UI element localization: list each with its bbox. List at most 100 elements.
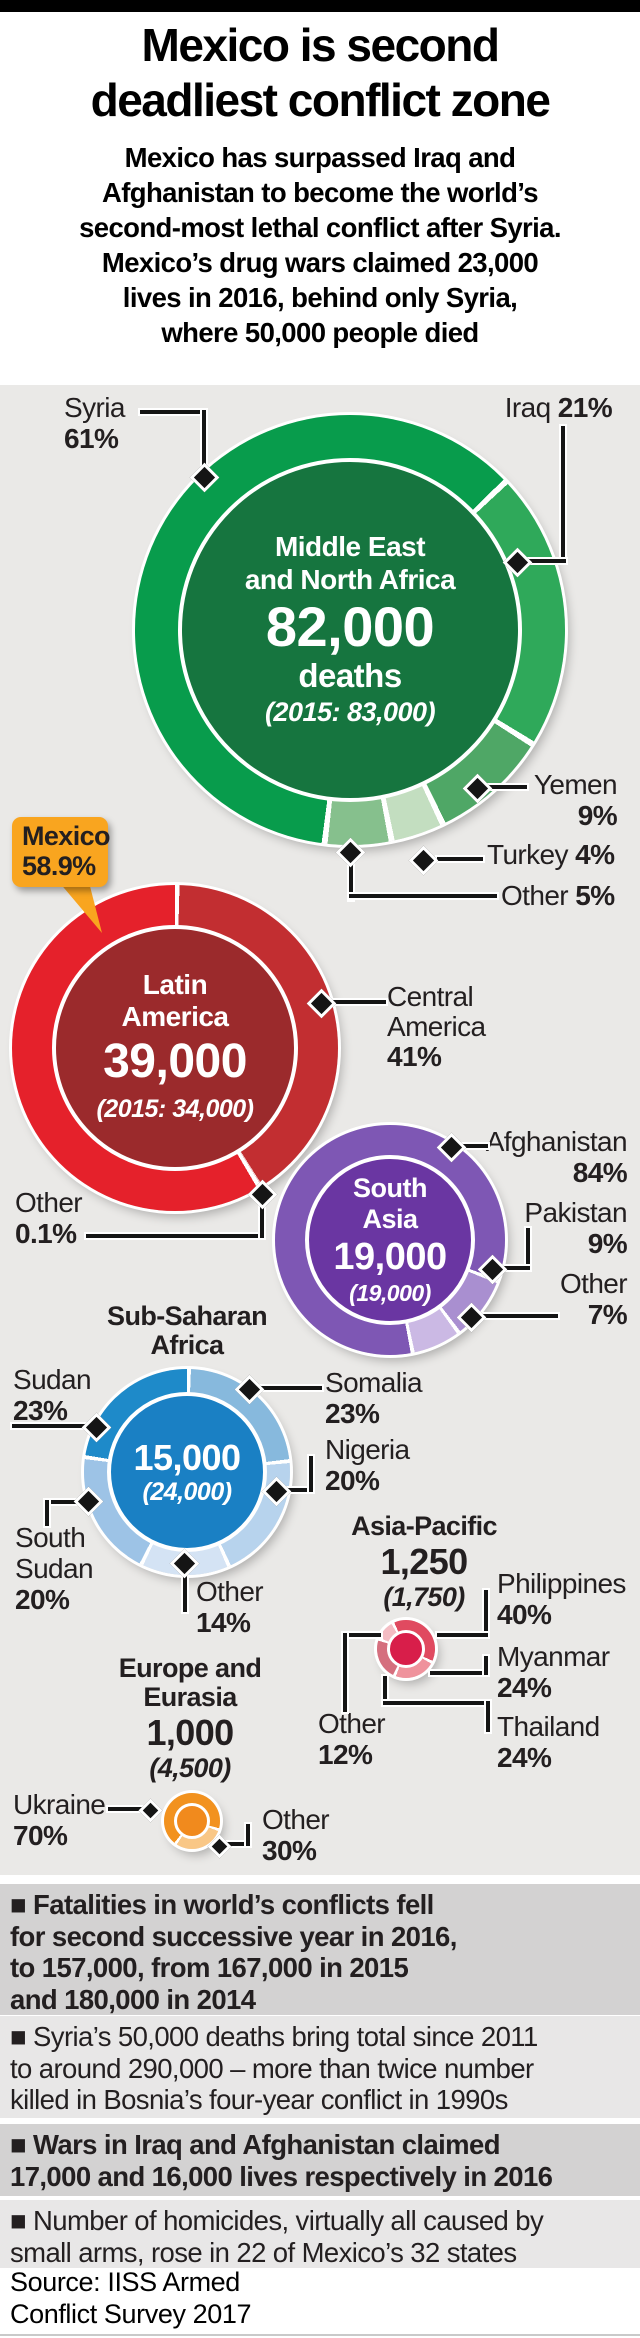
sub-saharan-africa-donut-chart: 15,000 (24,000): [84, 1369, 290, 1575]
label-pakistan: Pakistan 9%: [524, 1197, 627, 1259]
sudan-pct: 23%: [13, 1395, 68, 1426]
europe-death-total: 1,000: [146, 1712, 234, 1753]
footnote-band-4: ■ Number of homicides, virtually all cau…: [0, 2200, 640, 2268]
footnote-line: to around 290,000 – more than twice numb…: [10, 2052, 534, 2084]
europe-donut-center: [174, 1803, 210, 1839]
ssa-title-line: Sub-Saharan: [107, 1301, 268, 1331]
label-mena-other: Other 5%: [501, 880, 615, 911]
connector-line: [487, 785, 527, 789]
label-ssa-other: Other 14%: [196, 1576, 264, 1638]
afghanistan-name: Afghanistan: [485, 1126, 628, 1157]
sudan-name: Sudan: [13, 1364, 92, 1395]
latam-prev-year-total: (2015: 34,000): [96, 1095, 254, 1123]
connector-line: [383, 1676, 387, 1705]
footnote-line: 17,000 and 16,000 lives respectively in …: [10, 2160, 553, 2192]
connector-line: [330, 1000, 386, 1004]
south-asia-region-name: Asia: [362, 1204, 418, 1234]
connector-line: [343, 1633, 347, 1712]
philippines-pct: 40%: [497, 1599, 552, 1630]
connector-line: [260, 1196, 264, 1238]
mena-donut-center: Middle East and North Africa 82,000 deat…: [178, 458, 522, 802]
central-america-name: America: [387, 1011, 486, 1042]
label-afghanistan: Afghanistan 84%: [485, 1126, 628, 1188]
mena-death-suffix: deaths: [298, 657, 402, 694]
asia-pacific-other-name: Other: [318, 1708, 386, 1739]
turkey-pct: 4%: [575, 839, 615, 870]
connector-line: [12, 1424, 88, 1428]
nigeria-pct: 20%: [325, 1465, 380, 1496]
label-thailand: Thailand 24%: [497, 1711, 600, 1773]
label-central-america: Central America 41%: [387, 982, 486, 1072]
connector-line: [108, 1807, 146, 1811]
latam-other-pct: 0.1%: [15, 1218, 77, 1249]
connector-line: [183, 1566, 187, 1612]
south-asia-other-name: Other: [559, 1268, 628, 1299]
connector-line: [349, 860, 353, 900]
subtitle-line: Mexico’s drug wars claimed 23,000: [101, 247, 539, 278]
connector-line: [285, 1488, 313, 1492]
top-black-bar: [0, 0, 640, 12]
connector-line: [518, 559, 566, 563]
mexico-callout-name: Mexico: [22, 821, 111, 851]
iraq-pct: 21%: [557, 392, 613, 423]
footnote-line: for second successive year in 2016,: [10, 1920, 457, 1952]
latam-death-total: 39,000: [103, 1035, 247, 1088]
latam-region-name: Latin: [142, 969, 208, 1000]
yemen-pct: 9%: [577, 800, 618, 831]
footnote-line: small arms, rose in 22 of Mexico’s 32 st…: [10, 2236, 517, 2268]
source-line: Source: IISS Armed: [10, 2267, 240, 2297]
label-philippines: Philippines 40%: [497, 1568, 626, 1630]
somalia-name: Somalia: [325, 1367, 423, 1398]
label-europe-other: Other 30%: [262, 1804, 330, 1866]
label-somalia: Somalia 23%: [325, 1367, 423, 1429]
connector-line: [202, 410, 206, 472]
south-asia-region-name: South: [353, 1173, 427, 1203]
connector-line: [437, 1633, 488, 1637]
label-myanmar: Myanmar 24%: [497, 1641, 610, 1703]
mena-region-name: and North Africa: [244, 564, 456, 595]
asia-pacific-death-total: 1,250: [380, 1541, 468, 1582]
subtitle-line: lives in 2016, behind only Syria,: [122, 282, 518, 313]
footnote-band-3: ■ Wars in Iraq and Afghanistan claimed 1…: [0, 2124, 640, 2196]
mena-other-name: Other: [501, 880, 569, 911]
subtitle-line: Afghanistan to become the world’s: [101, 177, 539, 208]
label-yemen: Yemen 9%: [533, 769, 618, 831]
south-asia-other-pct: 7%: [587, 1299, 628, 1330]
subtitle-line: Mexico has surpassed Iraq and: [124, 142, 516, 173]
asia-pacific-title: Asia-Pacific 1,250 (1,750): [334, 1512, 514, 1613]
iraq-name: Iraq: [504, 392, 551, 423]
asia-pacific-other-pct: 12%: [318, 1739, 373, 1770]
label-latam-other: Other 0.1%: [15, 1187, 83, 1249]
thailand-pct: 24%: [497, 1742, 552, 1773]
ssa-donut-center: 15,000 (24,000): [107, 1392, 267, 1552]
page-subtitle: Mexico has surpassed Iraq and Afghanista…: [0, 140, 640, 350]
connector-line: [343, 1633, 381, 1637]
connector-line: [460, 1144, 488, 1148]
turkey-name: Turkey: [487, 839, 569, 870]
connector-line: [309, 1456, 313, 1492]
nigeria-name: Nigeria: [325, 1434, 410, 1465]
central-america-pct: 41%: [387, 1041, 442, 1072]
latam-donut-center: Latin America 39,000 (2015: 34,000): [52, 925, 298, 1171]
somalia-pct: 23%: [325, 1398, 380, 1429]
connector-line: [45, 1500, 49, 1526]
syria-name: Syria: [64, 392, 125, 423]
south-sudan-pct: 20%: [15, 1584, 70, 1615]
connector-line: [140, 410, 204, 414]
central-america-name: Central: [387, 981, 474, 1012]
europe-eurasia-title: Europe and Eurasia 1,000 (4,500): [90, 1654, 290, 1784]
title-line-1: Mexico is second: [141, 19, 500, 71]
bottom-divider: [0, 2334, 640, 2336]
south-asia-death-total: 19,000: [333, 1236, 447, 1278]
yemen-name: Yemen: [533, 769, 618, 800]
source-credit: Source: IISS Armed Conflict Survey 2017: [10, 2266, 252, 2330]
ssa-death-total: 15,000: [133, 1436, 241, 1478]
pakistan-pct: 9%: [587, 1228, 628, 1259]
latam-region-name: America: [121, 1001, 229, 1032]
asia-pacific-prev-year-total: (1,750): [383, 1582, 465, 1612]
ssa-prev-year-total: (24,000): [142, 1477, 232, 1506]
connector-line: [246, 1824, 250, 1846]
mexico-callout: Mexico 58.9%: [12, 817, 111, 887]
connector-line: [222, 1842, 250, 1846]
